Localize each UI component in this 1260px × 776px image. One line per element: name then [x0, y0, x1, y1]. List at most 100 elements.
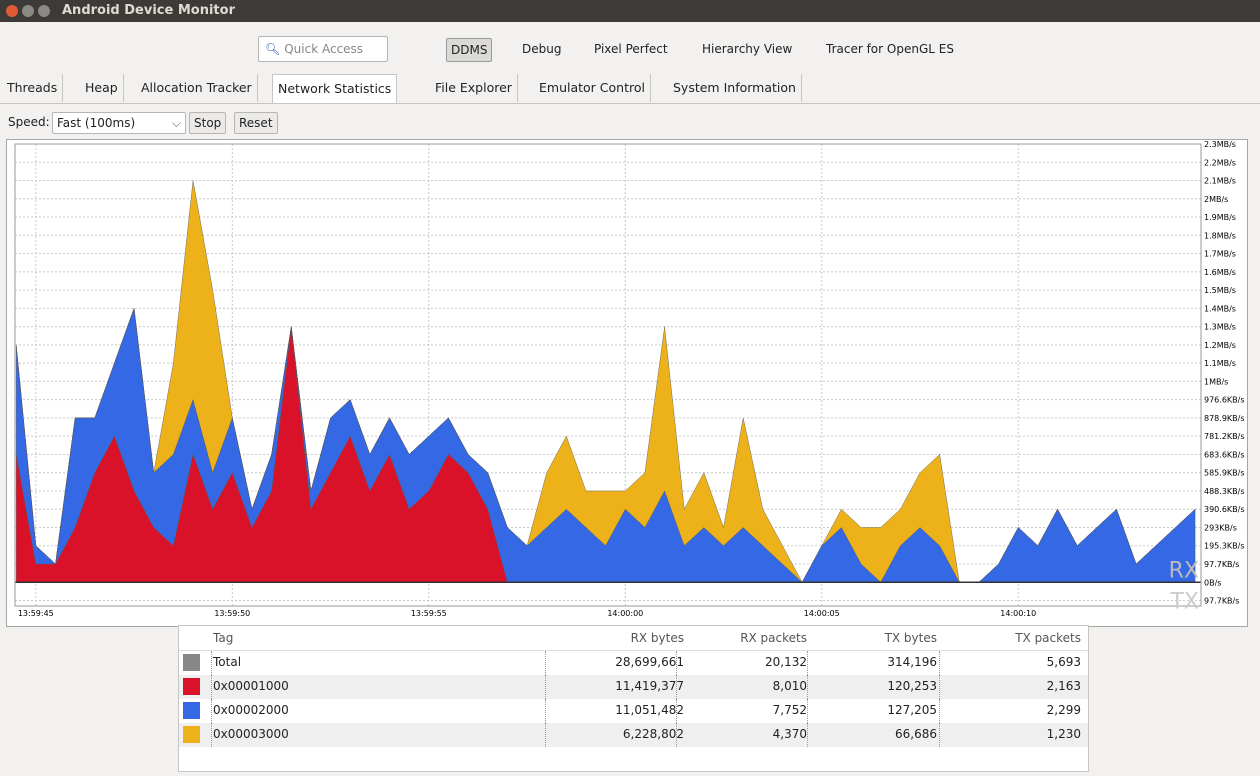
tab-label: Threads	[7, 80, 57, 95]
column-divider	[939, 651, 940, 675]
table-cell: 2,163	[1047, 679, 1081, 693]
y-tick-label: 390.6KB/s	[1204, 505, 1245, 514]
column-header: TX bytes	[885, 631, 937, 645]
table-cell: 4,370	[773, 727, 807, 741]
perspective-button[interactable]: Pixel Perfect	[590, 38, 672, 60]
table-cell: 2,299	[1047, 703, 1081, 717]
perspective-label: Hierarchy View	[702, 42, 792, 56]
perspective-label: DDMS	[451, 43, 487, 57]
tab[interactable]: File Explorer	[430, 74, 518, 102]
stop-button[interactable]: Stop	[189, 112, 226, 134]
perspective-button[interactable]: Tracer for OpenGL ES	[822, 38, 958, 60]
stop-text: Stop	[194, 116, 221, 130]
y-tick-label: 293KB/s	[1204, 523, 1237, 532]
tab[interactable]: Allocation Tracker	[136, 74, 258, 102]
tx-label: TX	[1169, 589, 1199, 614]
table-cell: 120,253	[887, 679, 937, 693]
color-swatch	[183, 678, 200, 695]
column-header: Tag	[213, 631, 233, 645]
quick-access[interactable]: 🔍︎Quick Access	[258, 36, 388, 62]
column-divider	[211, 651, 212, 675]
tab-label: Allocation Tracker	[141, 80, 252, 95]
tab[interactable]: System Information	[668, 74, 802, 102]
speed-label: Speed:	[8, 115, 50, 129]
perspective-label: Debug	[522, 42, 561, 56]
table-cell: 8,010	[773, 679, 807, 693]
column-header: RX packets	[740, 631, 807, 645]
color-swatch	[183, 654, 200, 671]
y-tick-label: 195.3KB/s	[1204, 542, 1245, 551]
tab-label: Network Statistics	[278, 81, 391, 96]
column-divider	[939, 699, 940, 723]
y-tick-label: 1.4MB/s	[1204, 304, 1236, 313]
color-swatch	[183, 726, 200, 743]
tab[interactable]: Threads	[2, 74, 63, 102]
speed-select[interactable]: Fast (100ms)⌵	[52, 112, 186, 134]
y-tick-label: 2.1MB/s	[1204, 177, 1236, 186]
reset-button[interactable]: Reset	[234, 112, 278, 134]
table-row: 0x0000200011,051,4827,752127,2052,299	[179, 699, 1088, 723]
y-tick-label: 0B/s	[1204, 578, 1221, 587]
table-cell: 1,230	[1047, 727, 1081, 741]
perspective-label: Pixel Perfect	[594, 42, 668, 56]
table-cell: 28,699,661	[615, 655, 684, 669]
y-tick-label: 781.2KB/s	[1204, 432, 1245, 441]
column-header: RX bytes	[631, 631, 684, 645]
column-divider	[545, 675, 546, 699]
window-title: Android Device Monitor	[62, 3, 235, 18]
column-divider	[939, 675, 940, 699]
tab[interactable]: Emulator Control	[534, 74, 651, 102]
maximize-button[interactable]	[38, 5, 50, 17]
tab-label: File Explorer	[435, 80, 512, 95]
y-tick-label: 1.5MB/s	[1204, 286, 1236, 295]
y-tick-label: 1.1MB/s	[1204, 359, 1236, 368]
chart: 97.7KB/s0B/s97.7KB/s195.3KB/s293KB/s390.…	[7, 140, 1247, 626]
y-tick-label: 2.2MB/s	[1204, 158, 1236, 167]
column-divider	[676, 675, 677, 699]
column-divider	[676, 699, 677, 723]
table-row: Tag RX bytes RX packets TX bytes TX packets	[179, 626, 1088, 651]
tab-label: Heap	[85, 80, 118, 95]
y-tick-label: 1MB/s	[1204, 377, 1228, 386]
x-tick-label: 14:00:10	[1000, 609, 1036, 618]
tab[interactable]: Heap	[80, 74, 124, 102]
minimize-button[interactable]	[22, 5, 34, 17]
tab-label: Emulator Control	[539, 80, 645, 95]
y-tick-label: 2MB/s	[1204, 195, 1228, 204]
y-tick-label: 488.3KB/s	[1204, 487, 1245, 496]
table-cell: 11,051,482	[615, 703, 684, 717]
column-divider	[545, 699, 546, 723]
column-divider	[939, 723, 940, 747]
y-tick-label: 1.3MB/s	[1204, 323, 1236, 332]
color-swatch	[183, 702, 200, 719]
y-tick-label: 585.9KB/s	[1204, 469, 1245, 478]
table-cell: 314,196	[887, 655, 937, 669]
column-divider	[807, 675, 808, 699]
x-tick-label: 13:59:45	[18, 609, 54, 618]
perspective-button[interactable]: DDMS	[446, 38, 492, 62]
column-divider	[807, 723, 808, 747]
table-cell: 66,686	[895, 727, 937, 741]
table-cell: 0x00003000	[213, 727, 289, 741]
table-cell: 6,228,802	[623, 727, 684, 741]
y-tick-label: 1.8MB/s	[1204, 231, 1236, 240]
x-tick-label: 13:59:55	[411, 609, 447, 618]
tab[interactable]: Network Statistics	[272, 74, 397, 103]
table-cell: 0x00001000	[213, 679, 289, 693]
column-header: TX packets	[1015, 631, 1081, 645]
quick-access-text: Quick Access	[284, 42, 363, 56]
x-tick-label: 13:59:50	[214, 609, 250, 618]
perspective-button[interactable]: Hierarchy View	[698, 38, 796, 60]
close-button[interactable]	[6, 5, 18, 17]
table-cell: 7,752	[773, 703, 807, 717]
stats-table: Tag RX bytes RX packets TX bytes TX packetsT…	[178, 625, 1089, 772]
perspective-button[interactable]: Debug	[518, 38, 565, 60]
y-tick-label: 878.9KB/s	[1204, 414, 1245, 423]
column-divider	[676, 723, 677, 747]
chart-panel: 97.7KB/s0B/s97.7KB/s195.3KB/s293KB/s390.…	[6, 139, 1248, 627]
speed-value: Fast (100ms)	[57, 116, 135, 130]
table-cell: 0x00002000	[213, 703, 289, 717]
y-tick-label: 1.9MB/s	[1204, 213, 1236, 222]
y-tick-label: 97.7KB/s	[1204, 560, 1239, 569]
